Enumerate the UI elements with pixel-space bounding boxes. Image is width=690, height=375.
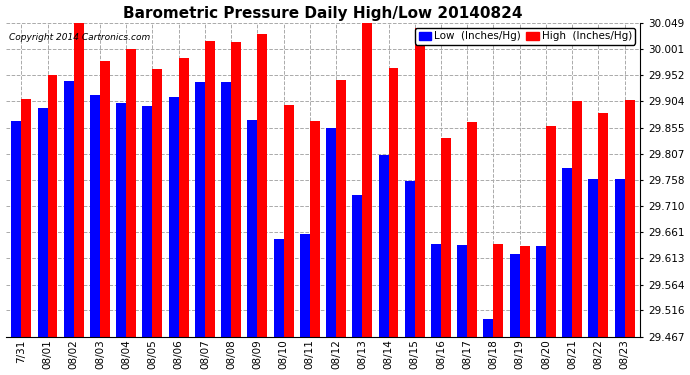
Bar [589, 179, 598, 337]
Bar [431, 243, 441, 337]
Bar [142, 106, 152, 337]
Bar [546, 126, 556, 337]
Text: Copyright 2014 Cartronics.com: Copyright 2014 Cartronics.com [9, 33, 150, 42]
Bar [231, 42, 241, 337]
Bar [179, 58, 188, 337]
Bar [284, 105, 293, 337]
Bar [520, 246, 530, 337]
Bar [572, 101, 582, 337]
Title: Barometric Pressure Daily High/Low 20140824: Barometric Pressure Daily High/Low 20140… [124, 6, 523, 21]
Bar [195, 82, 205, 337]
Bar [248, 120, 257, 337]
Bar [415, 28, 425, 337]
Legend: Low  (Inches/Hg), High  (Inches/Hg): Low (Inches/Hg), High (Inches/Hg) [415, 28, 635, 45]
Bar [624, 100, 635, 337]
Bar [152, 69, 162, 337]
Bar [310, 121, 319, 337]
Bar [388, 68, 398, 337]
Bar [126, 49, 136, 337]
Bar [11, 121, 21, 337]
Bar [116, 104, 126, 337]
Bar [536, 246, 546, 337]
Bar [510, 254, 520, 337]
Bar [168, 97, 179, 337]
Bar [221, 82, 231, 337]
Bar [74, 17, 83, 337]
Bar [21, 99, 31, 337]
Bar [100, 62, 110, 337]
Bar [90, 95, 100, 337]
Bar [336, 80, 346, 337]
Bar [353, 195, 362, 337]
Bar [300, 234, 310, 337]
Bar [274, 239, 284, 337]
Bar [441, 138, 451, 337]
Bar [493, 243, 504, 337]
Bar [405, 181, 415, 337]
Bar [37, 108, 48, 337]
Bar [379, 154, 388, 337]
Bar [326, 128, 336, 337]
Bar [362, 21, 372, 337]
Bar [598, 113, 609, 337]
Bar [63, 81, 74, 337]
Bar [562, 168, 572, 337]
Bar [457, 245, 467, 337]
Bar [615, 179, 624, 337]
Bar [484, 319, 493, 337]
Bar [467, 122, 477, 337]
Bar [257, 34, 267, 337]
Bar [48, 75, 57, 337]
Bar [205, 41, 215, 337]
